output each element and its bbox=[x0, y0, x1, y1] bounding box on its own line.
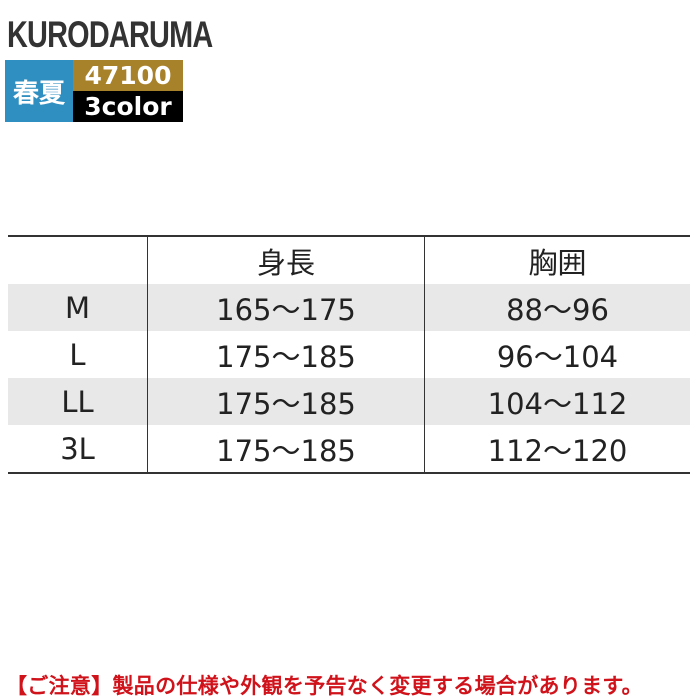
chest-cell: 96〜104 bbox=[496, 339, 619, 374]
chest-cell: 112〜120 bbox=[424, 425, 690, 474]
table-row: LL 175〜185 104〜112 bbox=[8, 378, 690, 425]
header-height: 身長 bbox=[147, 235, 425, 284]
size-cell: 3L bbox=[8, 425, 148, 474]
height-cell: 175〜185 bbox=[147, 378, 425, 425]
size-cell: L bbox=[8, 331, 148, 378]
table-row: M 165〜175 88〜96 bbox=[8, 284, 690, 331]
season-badge: 春夏 bbox=[5, 60, 73, 122]
height-cell: 175〜185 bbox=[147, 331, 425, 378]
table-row: 3L 175〜185 112〜120 bbox=[8, 425, 690, 474]
size-cell: LL bbox=[8, 378, 148, 425]
brand-logo: KURODARUMA bbox=[7, 14, 213, 55]
size-table: 身長 胸囲 M 165〜175 88〜96 L 175〜185 96〜104 L… bbox=[8, 235, 690, 474]
height-cell: 175〜185 bbox=[147, 425, 425, 474]
notice-text: 【ご注意】製品の仕様や外観を予告なく変更する場合があります。 bbox=[6, 674, 643, 698]
height-cell: 165〜175 bbox=[147, 284, 425, 331]
chest-cell: 104〜112 bbox=[424, 378, 690, 425]
color-count-badge: 3color bbox=[73, 91, 183, 122]
header-size bbox=[8, 235, 148, 284]
product-code-badge: 47100 bbox=[73, 60, 183, 91]
table-row: L 175〜185 96〜104 bbox=[8, 331, 690, 378]
chest-cell: 88〜96 bbox=[424, 284, 690, 331]
size-cell: M bbox=[8, 284, 148, 331]
table-header-row: 身長 胸囲 bbox=[8, 235, 690, 284]
header-chest: 胸囲 bbox=[424, 235, 690, 284]
